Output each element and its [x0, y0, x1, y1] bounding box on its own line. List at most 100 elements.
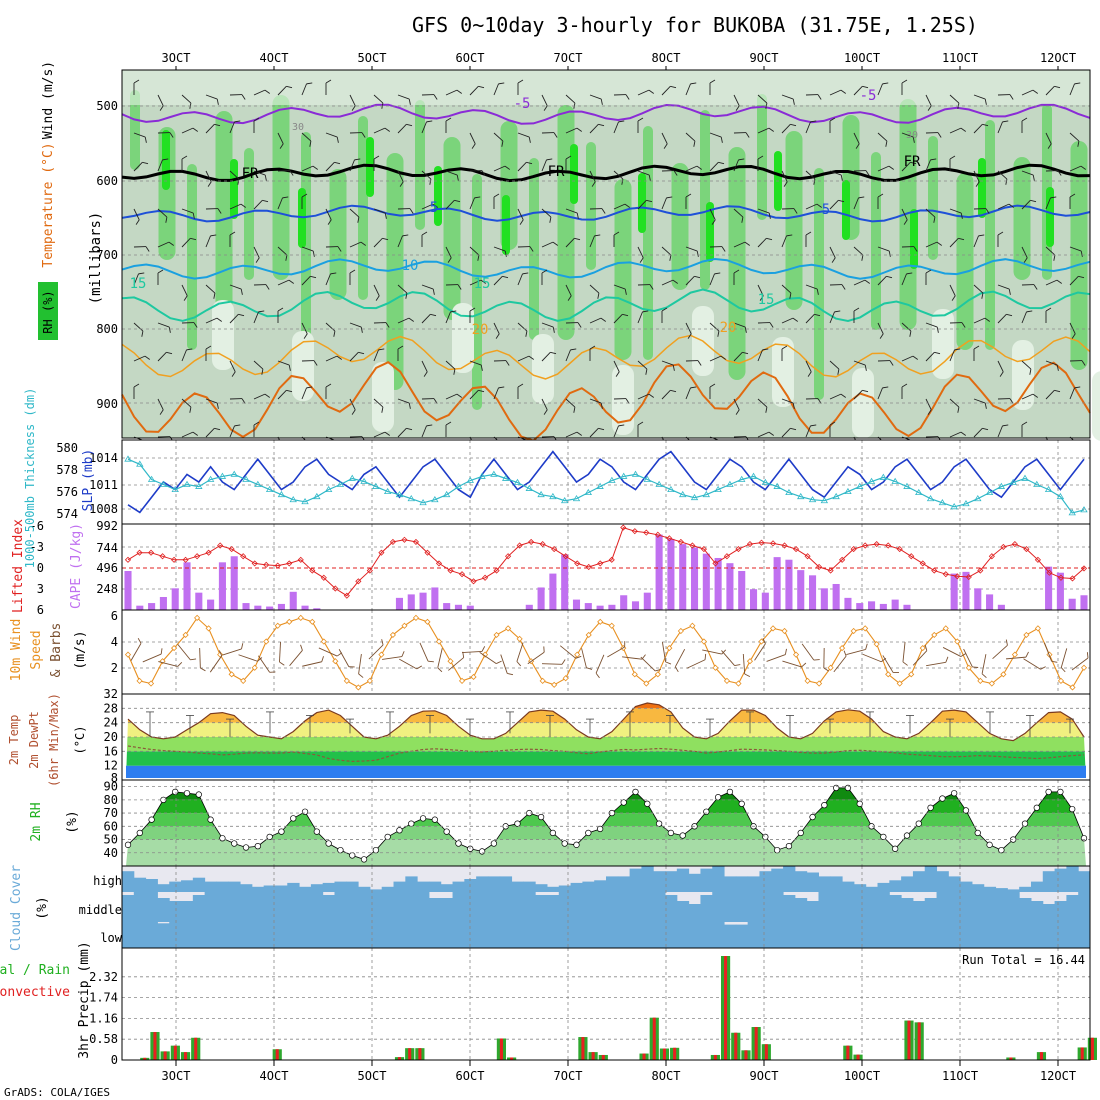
wind-barb-flag: [288, 365, 291, 371]
wind-barb-flag: [285, 254, 288, 261]
rh-point: [667, 829, 675, 837]
wind-barb: [229, 120, 241, 134]
wind-barb-flag: [313, 360, 318, 366]
cloud-bar: [428, 898, 442, 922]
wind-barb-flag: [757, 155, 764, 160]
surface-barb: [1071, 652, 1089, 671]
cloud-bar: [747, 892, 760, 922]
cloud-bar: [452, 922, 465, 948]
wind-speed-point: [689, 622, 696, 629]
wind-barb-flag: [360, 327, 363, 333]
cloud-bar: [735, 924, 749, 948]
wind-barb-staff: [1045, 390, 1055, 400]
cloud-bar: [511, 881, 524, 892]
wind-speed-point: [631, 671, 638, 678]
wind-barb-flag: [829, 421, 836, 426]
wind-barb: [877, 82, 889, 96]
cloud-bar: [1019, 898, 1032, 922]
surface-barb-staff: [1071, 657, 1089, 671]
surface-barb: [559, 645, 582, 659]
wind-speed-point: [585, 631, 592, 639]
surface-barb-staff: [437, 648, 443, 668]
wind-barb-staff: [565, 127, 578, 134]
wind-barb-flag: [951, 295, 956, 301]
wind-barb-staff: [253, 89, 266, 96]
wind-barb: [829, 170, 843, 181]
cloud-bar: [830, 892, 843, 922]
cloud-bar: [724, 876, 737, 892]
cloud-bar: [346, 922, 359, 948]
wind-barb-staff: [157, 352, 167, 362]
wind-barb: [733, 351, 749, 362]
thickness-point: [950, 503, 958, 510]
wind-barb-staff: [157, 241, 170, 248]
li-ytick: 6: [37, 603, 44, 617]
wind-barb: [637, 89, 654, 96]
surface-barb: [516, 642, 524, 667]
precip-convective-bar: [194, 1037, 198, 1060]
precip-convective-bar: [499, 1038, 503, 1060]
wind-barb-flag: [1002, 424, 1009, 427]
wind-barb-flag: [792, 99, 795, 105]
cloud-bar: [523, 892, 536, 922]
wind-barb-staff: [301, 276, 311, 286]
surface-barb-staff: [516, 642, 524, 662]
wind-barb-staff: [445, 89, 458, 96]
wind-barb-flag: [471, 143, 476, 149]
surface-barb: [992, 639, 1008, 660]
surface-barb-flag: [507, 673, 514, 676]
wind-barb: [565, 127, 582, 134]
wind-barb: [205, 398, 219, 409]
wind-barb-staff: [925, 398, 932, 410]
wind-speed-point: [965, 664, 972, 671]
wind-barb-staff: [517, 273, 523, 286]
thickness-point: [856, 482, 864, 489]
wind-barb-flag: [1056, 279, 1062, 284]
wind-barb: [661, 132, 668, 149]
cloud-bar: [1019, 886, 1032, 892]
thickness-point: [596, 482, 604, 489]
wind-barb-staff: [205, 235, 211, 248]
wind-barb-flag: [912, 355, 918, 360]
wind-barb: [901, 322, 912, 337]
wind-barb-flag: [889, 360, 894, 366]
lifted-index-point: [885, 542, 892, 549]
rh-point: [880, 833, 887, 841]
surface-barb-flag: [543, 646, 545, 653]
cloud-bar: [310, 922, 324, 948]
wind-barb: [781, 317, 798, 324]
wind-barb-staff: [325, 132, 338, 138]
surface-barb: [258, 655, 276, 673]
wind-barb-flag: [961, 322, 966, 328]
surface-barb: [142, 648, 163, 663]
wind-barb: [541, 94, 548, 111]
wind-barb-flag: [984, 403, 987, 409]
cloud-bar: [889, 922, 902, 948]
wind-barb: [157, 158, 169, 172]
wind-barb-staff: [997, 203, 1010, 210]
rh-point: [1033, 804, 1040, 811]
lifted-index-point: [746, 541, 754, 548]
cloud-bar: [570, 922, 583, 948]
wind-barb-staff: [349, 159, 355, 172]
thickness-point: [549, 492, 557, 500]
thickness-point: [537, 490, 545, 498]
surface-barb: [862, 653, 887, 663]
wind-barb-staff: [973, 170, 980, 182]
wind-barb-flag: [646, 199, 653, 203]
wind-barb-staff: [373, 127, 386, 134]
wind-barb-flag: [405, 292, 408, 299]
wind-barb: [133, 383, 140, 399]
cloud-bar: [653, 922, 666, 948]
wind-barb-flag: [1023, 257, 1028, 263]
wind-barb-staff: [829, 200, 839, 210]
wind-barb-flag: [672, 279, 678, 284]
wind-barb: [301, 386, 313, 400]
wind-barb: [805, 120, 817, 134]
wind-barb-staff: [253, 360, 264, 370]
wind-barb-staff: [1021, 170, 1034, 176]
wind-barb-staff: [781, 428, 791, 438]
cloud-bar: [204, 892, 217, 922]
wind-barb: [1021, 360, 1032, 375]
cloud-bar: [263, 885, 276, 892]
